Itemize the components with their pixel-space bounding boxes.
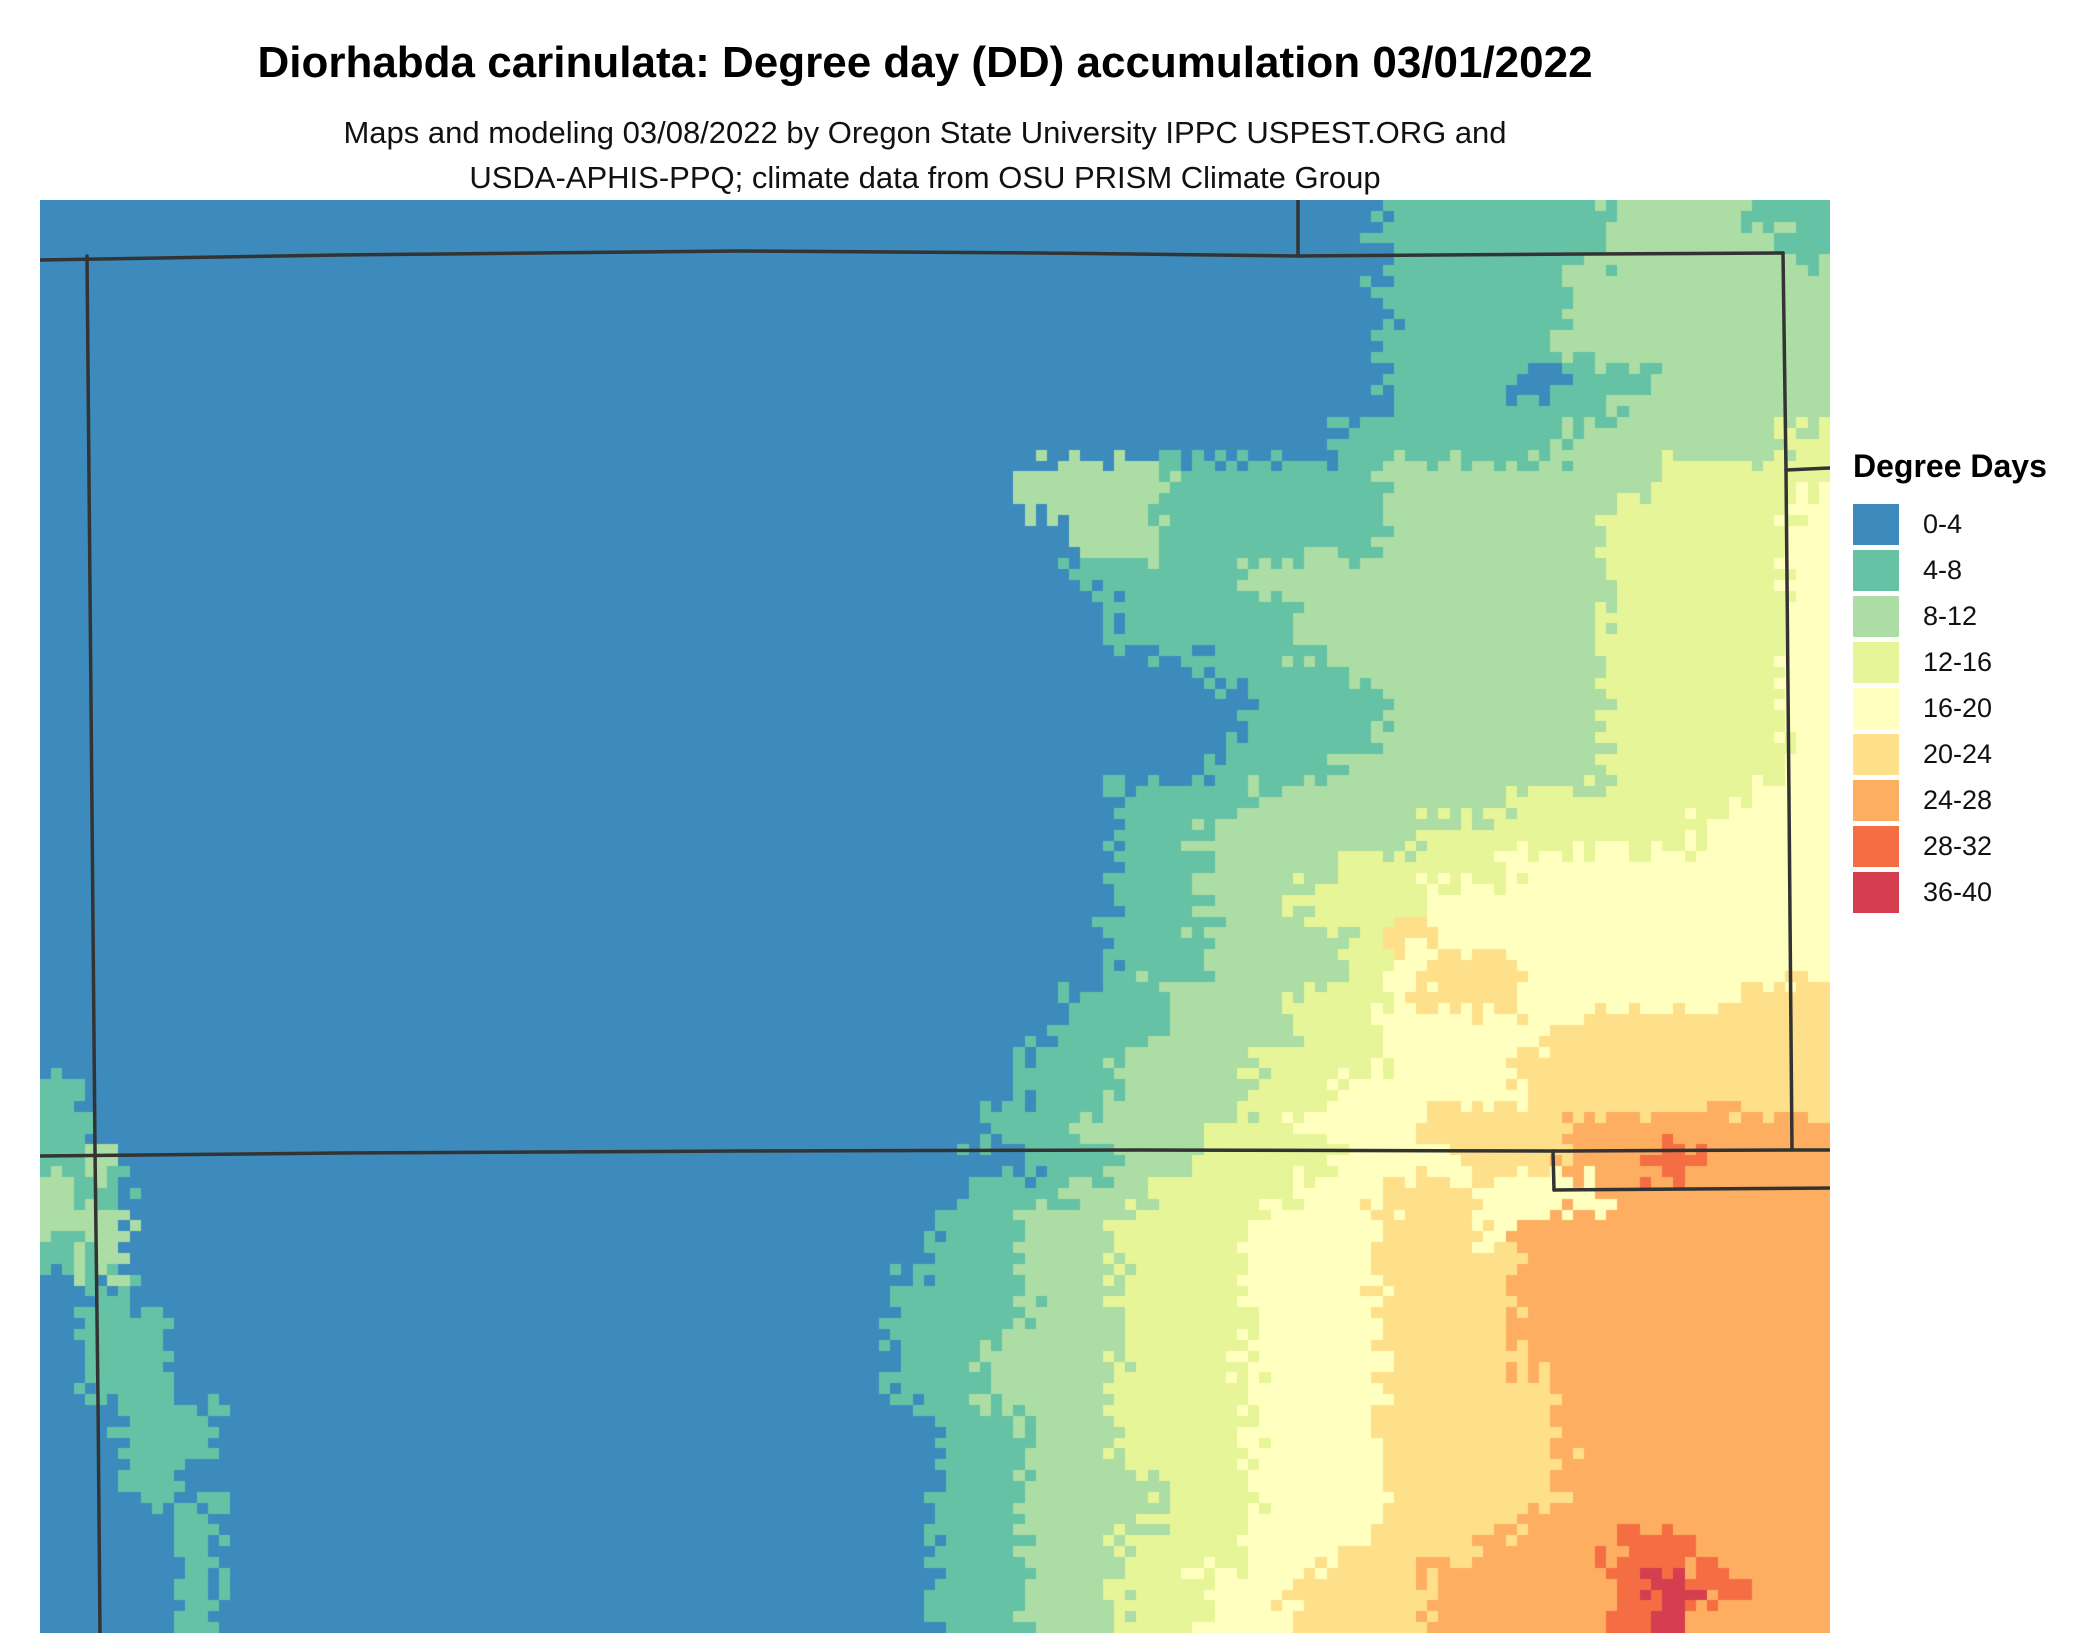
legend-swatch-24-28 <box>1853 779 1899 821</box>
legend-label: 28-32 <box>1923 830 1993 861</box>
subtitle-line-2: USDA-APHIS-PPQ; climate data from OSU PR… <box>469 160 1381 195</box>
legend-label: 12-16 <box>1923 646 1993 677</box>
legend-entry: 36-40 <box>1853 869 2047 915</box>
legend-entry: 8-12 <box>1853 593 2047 639</box>
page-subtitle: Maps and modeling 03/08/2022 by Oregon S… <box>0 110 1850 200</box>
legend-entry: 24-28 <box>1853 777 2047 823</box>
legend-entry: 28-32 <box>1853 823 2047 869</box>
degree-day-map <box>40 200 1830 1633</box>
legend-entry: 16-20 <box>1853 685 2047 731</box>
legend-swatch-4-8 <box>1853 549 1899 591</box>
legend-label: 8-12 <box>1923 600 1978 631</box>
legend-swatch-12-16 <box>1853 641 1899 683</box>
legend-swatch-20-24 <box>1853 733 1899 775</box>
border-north-line-41N <box>40 249 1785 262</box>
legend-swatch-0-4 <box>1853 503 1899 545</box>
state-borders-overlay <box>40 200 1830 1633</box>
degree-days-legend: Degree Days 0-4 4-8 8-12 12-16 16-20 20-… <box>1853 448 2047 915</box>
legend-swatch-16-20 <box>1853 687 1899 729</box>
border-colorado-east-border <box>1781 251 1794 1152</box>
border-colorado-west-border <box>85 254 97 1152</box>
page-title: Diorhabda carinulata: Degree day (DD) ac… <box>257 38 1593 87</box>
border-oklahoma-texas-border <box>1552 1186 1830 1192</box>
legend-swatch-28-32 <box>1853 825 1899 867</box>
legend-label: 4-8 <box>1923 554 1963 585</box>
subtitle-line-1: Maps and modeling 03/08/2022 by Oregon S… <box>343 115 1507 150</box>
border-arizona-newmexico-border <box>93 1148 102 1633</box>
legend-entry: 20-24 <box>1853 731 2047 777</box>
legend-swatch-36-40 <box>1853 871 1899 913</box>
legend-label: 20-24 <box>1923 738 1993 769</box>
degree-day-raster <box>40 200 1830 1633</box>
legend-swatch-8-12 <box>1853 595 1899 637</box>
legend-label: 36-40 <box>1923 876 1993 907</box>
legend-entry: 0-4 <box>1853 501 2047 547</box>
legend-label: 16-20 <box>1923 692 1993 723</box>
legend-entry: 4-8 <box>1853 547 2047 593</box>
legend-label: 24-28 <box>1923 784 1993 815</box>
legend-label: 0-4 <box>1923 508 1963 539</box>
border-south-line-37N <box>40 1148 1830 1158</box>
legend-title: Degree Days <box>1853 448 2047 484</box>
border-nebraska-kansas-border <box>1784 466 1830 472</box>
border-newmexico-oklahoma-border <box>1551 1149 1556 1192</box>
legend-entry: 12-16 <box>1853 639 2047 685</box>
